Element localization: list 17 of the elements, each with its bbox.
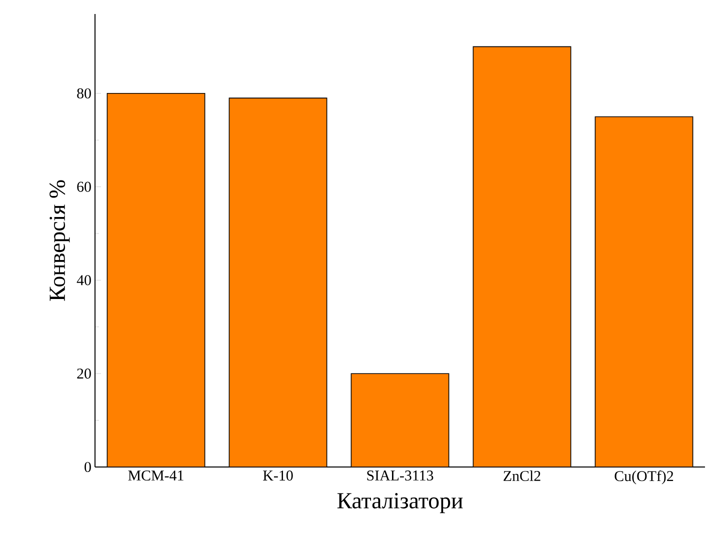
x-tick-label: K-10 [263, 470, 293, 481]
x-tick-label: ZnCl2 [504, 470, 540, 482]
y-tick-label: 80 [77, 88, 91, 98]
bar [228, 98, 328, 467]
x-tick-label: Cu(OTf)2 [614, 470, 674, 484]
bar [106, 92, 206, 467]
x-tick-label: SIAL-3113 [367, 470, 434, 481]
bar [594, 116, 694, 467]
y-axis-title: Конверсія % [50, 180, 70, 301]
x-tick-label: MCM-41 [128, 470, 184, 481]
bar [350, 373, 450, 467]
y-tick-label: 0 [84, 462, 91, 472]
y-tick-label: 40 [76, 275, 91, 286]
bar [472, 46, 572, 467]
y-tick-label: 60 [77, 182, 91, 192]
y-tick-label: 20 [77, 368, 91, 379]
x-axis-title: Каталізатори [337, 493, 463, 514]
